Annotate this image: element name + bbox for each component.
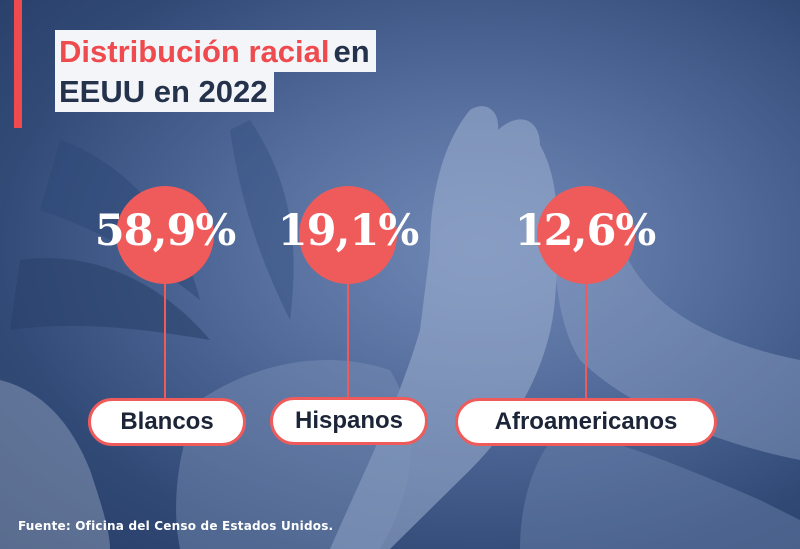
stat-value-blancos: 58,9% (94, 206, 237, 256)
stat-circle-hispanos (299, 186, 397, 284)
title-line-2: EEUU en 2022 (55, 70, 274, 112)
title-line-1-rest: en (333, 33, 370, 69)
stat-circle-afroamericanos (537, 186, 635, 284)
stat-label-afroamericanos: Afroamericanos (455, 398, 717, 446)
stat-value-hispanos: 19,1% (277, 206, 420, 256)
stat-connector-afroamericanos (585, 284, 587, 398)
stat-label-hispanos: Hispanos (270, 397, 428, 445)
stat-connector-hispanos (347, 284, 349, 398)
stat-circle-blancos (116, 186, 214, 284)
title-highlight: Distribución racial (59, 33, 330, 69)
stat-value-afroamericanos: 12,6% (514, 206, 657, 256)
title-line-2-text: EEUU en 2022 (59, 73, 268, 109)
title-accent-bar (14, 0, 22, 128)
stat-connector-blancos (164, 284, 166, 398)
title-line-1: Distribución racial en (55, 30, 376, 72)
stat-label-blancos: Blancos (88, 398, 246, 446)
source-note: Fuente: Oficina del Censo de Estados Uni… (18, 519, 334, 533)
